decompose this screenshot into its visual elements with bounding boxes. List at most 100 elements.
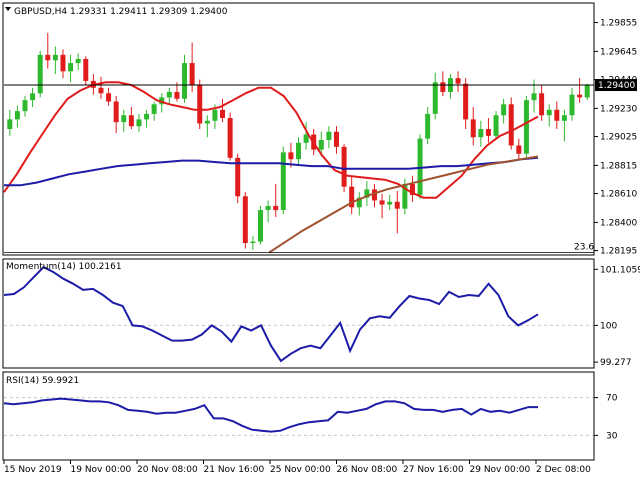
time-tick-label: 19 Nov 00:00	[71, 465, 132, 475]
candle-body	[341, 146, 347, 187]
candle-body	[280, 152, 286, 211]
candle-body	[493, 115, 499, 136]
candle-body	[242, 196, 248, 244]
rsi-line	[3, 397, 538, 433]
rsi-tick-label: 30	[606, 431, 618, 441]
momentum-tick-label: 100	[600, 321, 617, 331]
current-price-label: 1.29400	[598, 81, 635, 91]
price-panel-frame	[2, 2, 595, 256]
candle-body	[379, 200, 385, 205]
fast-moving-average-line	[3, 81, 539, 199]
candle-body	[189, 63, 195, 86]
candle-body	[75, 58, 81, 64]
candle-body	[546, 109, 552, 116]
candle-body	[60, 54, 66, 72]
time-tick-label: 20 Nov 08:00	[137, 465, 198, 475]
slow-moving-average-line	[268, 155, 539, 254]
candle-body	[516, 145, 522, 154]
candle-body	[409, 183, 415, 195]
candle-body	[98, 87, 104, 94]
candle-body	[478, 129, 484, 138]
price-tick-label: 1.29025	[600, 133, 637, 143]
candle-body	[265, 205, 271, 211]
price-tick-label: 1.28400	[600, 218, 637, 228]
candle-body	[121, 115, 127, 123]
price-panel: 1.298551.296451.294401.292301.290251.288…	[3, 19, 637, 257]
rsi-header: RSI(14) 59.9921	[6, 376, 79, 386]
candle-body	[174, 91, 180, 99]
candle-body	[204, 120, 210, 124]
candle-body	[554, 109, 560, 121]
candle-body	[128, 115, 134, 127]
candle-body	[523, 100, 529, 154]
candle-body	[501, 104, 507, 116]
rsi-panel-frame	[2, 371, 595, 461]
price-tick-label: 1.29645	[600, 47, 637, 57]
candle-body	[463, 83, 469, 120]
rsi-panel: 70 30	[3, 394, 618, 441]
candle-body	[212, 109, 218, 121]
candle-body	[22, 100, 28, 112]
candle-body	[14, 111, 20, 120]
candle-body	[432, 82, 438, 114]
time-tick-label: 15 Nov 2019	[4, 465, 62, 475]
candle-body	[561, 115, 567, 121]
candle-body	[394, 201, 400, 209]
candle-body	[296, 142, 301, 160]
price-tick-label: 1.29230	[600, 104, 637, 114]
candle-body	[531, 93, 537, 101]
candle-body	[7, 119, 13, 129]
momentum-tick-label: 99.277	[600, 358, 632, 368]
time-tick-label: 26 Nov 08:00	[337, 465, 398, 475]
candle-body	[151, 104, 157, 114]
candle-body	[356, 197, 362, 208]
candle-body	[182, 63, 188, 99]
candle-body	[440, 82, 446, 92]
rsi-tick-label: 70	[606, 394, 618, 404]
candle-body	[455, 78, 461, 84]
candle-body	[136, 119, 142, 127]
mid-moving-average-line	[4, 156, 539, 187]
candle-body	[106, 93, 112, 102]
candle-body	[470, 119, 476, 138]
candle-body	[387, 201, 393, 205]
candle-body	[227, 118, 233, 158]
time-tick-label: 27 Nov 16:00	[403, 465, 464, 475]
candle-body	[166, 91, 172, 98]
candle-body	[508, 104, 514, 146]
candle-body	[333, 131, 339, 147]
candle-body	[485, 129, 491, 136]
candle-body	[288, 152, 294, 160]
collapse-triangle-icon[interactable]	[5, 7, 11, 11]
candle-body	[371, 189, 377, 201]
price-tick-label: 1.28815	[600, 161, 637, 171]
candle-body	[569, 94, 575, 116]
candle-body	[144, 113, 150, 120]
candle-body	[235, 157, 241, 197]
momentum-tick-label: 101.1059	[600, 265, 640, 275]
candle-body	[577, 94, 583, 98]
candle-body	[584, 85, 590, 98]
price-tick-label: 1.29855	[600, 19, 637, 29]
time-tick-label: 21 Nov 16:00	[204, 465, 265, 475]
fib-level-label: 23.6	[574, 243, 594, 253]
time-tick-label: 2 Dec 08:00	[536, 465, 591, 475]
candle-body	[539, 93, 545, 116]
candle-body	[326, 131, 332, 140]
candle-body	[417, 138, 423, 195]
time-tick-label: 29 Nov 00:00	[470, 465, 531, 475]
candle-body	[318, 139, 324, 150]
candle-body	[220, 109, 226, 119]
momentum-panel: 101.1059 100 99.277	[3, 265, 640, 368]
time-tick-label: 25 Nov 00:00	[270, 465, 331, 475]
price-tick-label: 1.28610	[600, 190, 637, 200]
candle-body	[197, 85, 203, 124]
candle-body	[45, 54, 51, 61]
time-axis: 15 Nov 2019 19 Nov 00:00 20 Nov 08:00 21 No…	[3, 460, 591, 475]
candle-body	[303, 134, 309, 143]
price-header: GBPUSD,H4 1.29331 1.29411 1.29309 1.2940…	[14, 7, 228, 17]
candle-body	[273, 205, 279, 211]
candle-body	[37, 54, 43, 94]
price-tick-label: 1.28195	[600, 247, 637, 257]
